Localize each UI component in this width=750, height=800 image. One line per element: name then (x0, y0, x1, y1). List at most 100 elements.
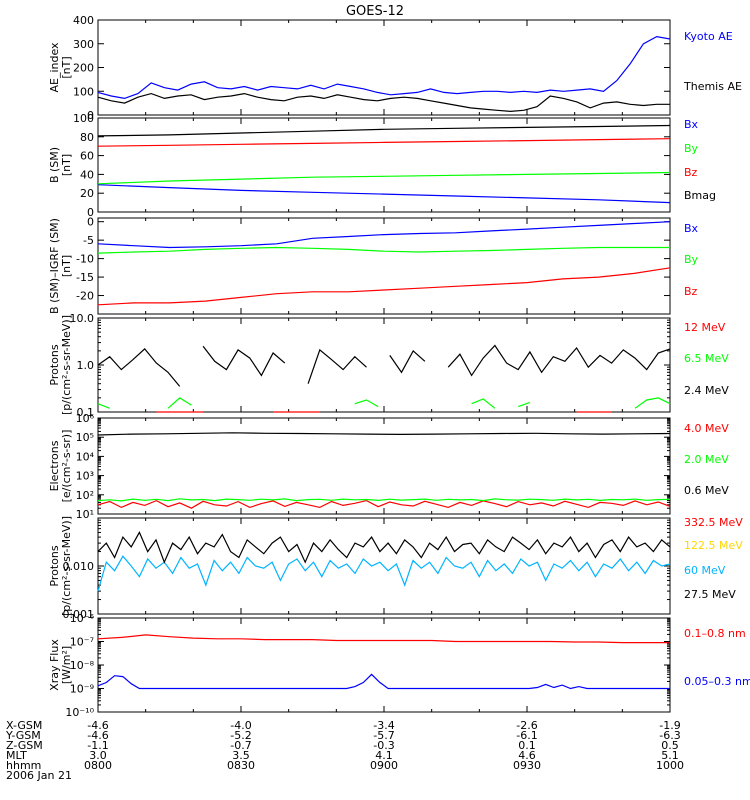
series-line-bz (97, 138, 671, 147)
panel-frame (97, 217, 671, 315)
series-line-4-0-mev (97, 499, 671, 509)
y-tick-label: 10⁻⁸ (70, 659, 95, 672)
series-line-2-4-mev (97, 344, 671, 387)
y-tick-label: 400 (73, 14, 94, 27)
y-tick-label: 10¹ (76, 508, 94, 521)
x-axis-value-hhmm: 0900 (370, 759, 398, 772)
y-tick-label: 10.0 (70, 312, 95, 325)
x-axis-value-x-gsm: -4.0 (230, 719, 251, 732)
series-line-60-mev (97, 555, 671, 592)
series-line-6-5-mev (97, 397, 671, 409)
legend-by: By (684, 142, 699, 155)
panel-5: 10¹10²10³10⁴10⁵10⁶Electrons[e/(cm²-s-sr)… (48, 412, 729, 521)
legend-27-5-mev: 27.5 MeV (684, 588, 736, 601)
x-axis-value-mlt: 3.0 (89, 749, 107, 762)
y-tick-label: 0.010 (63, 560, 95, 573)
x-axis-value-mlt: 3.5 (232, 749, 250, 762)
y-tick-label: 10⁴ (76, 450, 95, 463)
y-axis-label-line: B (SM) (48, 147, 61, 183)
y-tick-label: -10 (76, 253, 94, 266)
y-axis-label: Electrons[e/(cm²-s-sr)] (48, 430, 73, 503)
panel-7: 10⁻¹⁰ 10⁻⁹ 10⁻⁸ 10⁻⁷ 10⁻⁶ Xray Flux[W/m²] 0.1–… (48, 612, 750, 719)
y-axis-label: Protons[p/(cm²-s-sr-MeV)] (48, 516, 73, 616)
y-tick-label: 10⁻⁹ (70, 683, 94, 696)
y-tick-label: -20 (76, 290, 94, 303)
series-line-bmag (97, 124, 671, 137)
legend-kyoto-ae: Kyoto AE (684, 30, 733, 43)
x-axis-value-y-gsm: -5.2 (230, 729, 251, 742)
y-tick-label: 10⁻⁷ (70, 636, 94, 649)
x-axis-value-x-gsm: -4.6 (87, 719, 108, 732)
y-tick-label: 10⁵ (76, 431, 94, 444)
y-tick-label: 10² (76, 489, 94, 502)
y-axis-label-line: Protons (48, 344, 61, 385)
y-tick-label: 1.0 (77, 359, 95, 372)
plot-title: GOES-12 (346, 4, 404, 19)
legend-bmag: Bmag (684, 189, 716, 202)
y-tick-label: 40 (80, 168, 94, 181)
y-tick-label: 300 (73, 38, 94, 51)
legend-bx: Bx (684, 118, 699, 131)
y-axis-label-line: Protons (48, 545, 61, 586)
y-axis-label-line: [W/m²] (60, 646, 73, 684)
y-tick-label: 80 (80, 131, 94, 144)
x-axis-row-label: X-GSM (6, 719, 42, 732)
x-axis-value-mlt: 5.1 (661, 749, 679, 762)
x-axis-value-hhmm: 0800 (84, 759, 112, 772)
x-axis-value-z-gsm: 0.1 (518, 739, 536, 752)
y-axis-label-line: [p/(cm²-s-sr-MeV)] (60, 315, 73, 415)
legend-bz: Bz (684, 166, 698, 179)
x-axis-value-z-gsm: -0.3 (373, 739, 394, 752)
legend-bz: Bz (684, 285, 698, 298)
y-axis-label-line: [nT] (60, 56, 73, 78)
y-axis-label-line: [p/(cm²-s-sr-MeV)] (60, 516, 73, 616)
legend-0-05-0-3-nm: 0.05–0.3 nm (684, 675, 750, 688)
x-axis-value-x-gsm: -3.4 (373, 719, 394, 732)
y-axis-label-line: [nT] (60, 255, 73, 277)
x-axis-row-label: Z-GSM (6, 739, 43, 752)
series-line-bx (97, 184, 671, 204)
series-line-by (97, 171, 671, 185)
y-tick-label: -15 (76, 271, 94, 284)
legend-332-5-mev: 332.5 MeV (684, 516, 743, 529)
x-axis-value-y-gsm: -4.6 (87, 729, 108, 742)
y-axis-label: B (SM)[nT] (48, 147, 73, 183)
panel-frame (97, 317, 671, 413)
series-line-0-05-0-3-nm (97, 673, 670, 690)
y-axis-label-line: [e/(cm²-s-sr)] (60, 430, 73, 503)
x-axis-value-y-gsm: -5.7 (373, 729, 394, 742)
x-axis-value-y-gsm: -6.3 (659, 729, 680, 742)
y-tick-label: 10⁻⁶ (70, 612, 95, 625)
y-tick-label: 10⁶ (76, 412, 95, 425)
legend-60-mev: 60 MeV (684, 564, 726, 577)
panel-3: -20 -15 -10 -5 0 B (SM)–IGRF (SM)[nT] Bx By Bz (48, 216, 699, 315)
series-line-by (97, 246, 670, 254)
panel-frame (97, 617, 671, 713)
y-axis-label-line: Electrons (48, 440, 61, 491)
y-tick-label: 100 (73, 112, 94, 125)
legend-0-1-0-8-nm: 0.1–0.8 nm (684, 627, 746, 640)
x-axis-value-hhmm: 0830 (227, 759, 255, 772)
legend-0-6-mev: 0.6 MeV (684, 484, 729, 497)
y-tick-label: 20 (80, 187, 94, 200)
legend-6-5-mev: 6.5 MeV (684, 352, 729, 365)
y-tick-label: 0 (87, 109, 94, 122)
y-tick-label: 10⁻¹⁰ (65, 706, 94, 719)
y-tick-label: 0.001 (63, 608, 95, 621)
series-line-2-0-mev (97, 498, 671, 502)
series-line-27-5-mev (97, 531, 671, 564)
legend-2-4-mev: 2.4 MeV (684, 384, 729, 397)
y-tick-label: 10³ (76, 470, 94, 483)
y-tick-label: 0.1 (77, 406, 95, 419)
legend-themis-ae: Themis AE (683, 80, 742, 93)
y-axis-label: Protons[p/(cm²-s-sr-MeV)] (48, 315, 73, 415)
y-tick-label: -5 (83, 234, 94, 247)
y-tick-label: 60 (80, 150, 94, 163)
y-tick-label: 100 (73, 85, 94, 98)
legend-12-mev: 12 MeV (684, 321, 726, 334)
legend-2-0-mev: 2.0 MeV (684, 453, 729, 466)
